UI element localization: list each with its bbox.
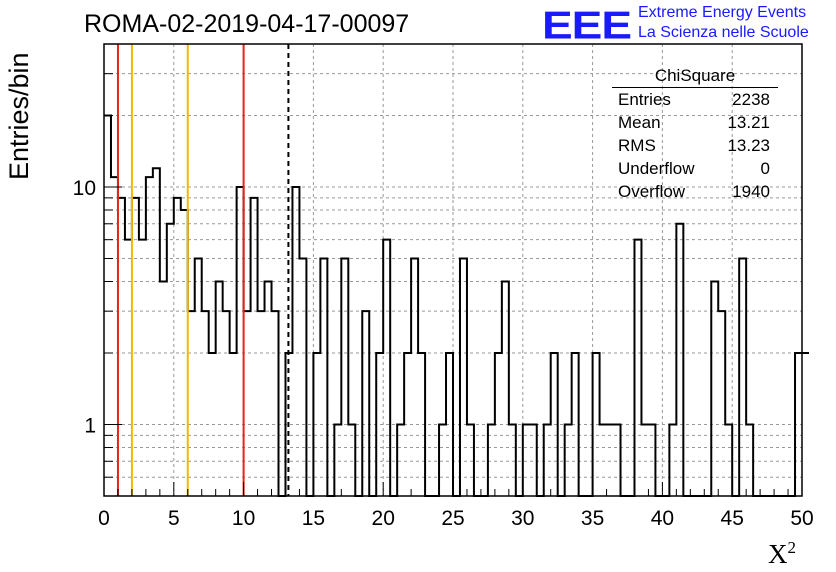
histogram-bin <box>383 240 390 496</box>
histogram-bin <box>251 198 258 496</box>
x-tick-label: 45 <box>721 507 744 530</box>
x-tick-label: 10 <box>232 507 255 530</box>
eee-logo: EEE <box>542 2 632 48</box>
stats-row-entries: Entries 2238 <box>612 88 778 111</box>
stats-value: 13.23 <box>727 136 770 155</box>
histogram-bin <box>111 177 118 496</box>
histogram-bin <box>223 311 230 496</box>
histogram-bin <box>502 282 509 496</box>
stats-label: Overflow <box>618 182 686 201</box>
histogram-bin <box>216 282 223 496</box>
histogram-outline <box>104 114 809 497</box>
histogram-bin <box>139 240 146 496</box>
histogram-bin <box>711 282 718 496</box>
stats-title: ChiSquare <box>612 66 778 88</box>
histogram-bin <box>195 258 202 496</box>
histogram-bin <box>362 311 369 496</box>
histogram-bin <box>237 187 244 496</box>
histogram-bin <box>174 198 181 496</box>
x-tick-label: 40 <box>651 507 674 530</box>
histogram-bin <box>676 224 683 496</box>
stats-value: 0 <box>760 159 770 178</box>
x-tick-label: 5 <box>168 507 180 530</box>
logo-line-1: Extreme Energy Events <box>638 4 807 21</box>
x-tick-label: 15 <box>302 507 325 530</box>
stats-box: ChiSquare Entries 2238 Mean 13.21 RMS 13.23 Un… <box>612 66 778 203</box>
x-tick-label: 30 <box>511 507 534 530</box>
x-tick-label: 25 <box>441 507 464 530</box>
x-tick-label: 0 <box>98 507 110 530</box>
histogram-bin <box>299 258 306 496</box>
x-tick-label: 50 <box>790 507 813 530</box>
stats-row-mean: Mean 13.21 <box>612 111 778 134</box>
histogram-bin <box>104 115 111 496</box>
histogram-bin <box>341 258 348 496</box>
chart-title: ROMA-02-2019-04-17-00097 <box>84 10 410 38</box>
histogram-bin <box>125 240 132 496</box>
histogram-bin <box>258 311 265 496</box>
histogram-bin <box>132 198 139 496</box>
histogram-bin <box>153 168 160 496</box>
stats-label: RMS <box>618 136 656 155</box>
x-axis-label-superscript: 2 <box>787 538 797 557</box>
histogram-bin <box>460 258 467 496</box>
histogram-bin <box>292 187 299 496</box>
stats-label: Underflow <box>618 159 695 178</box>
stats-row-overflow: Overflow 1940 <box>612 180 778 203</box>
x-tick-label: 20 <box>372 507 395 530</box>
histogram-bin <box>411 258 418 496</box>
histogram-bin <box>202 311 209 496</box>
y-tick-label: 10 <box>73 177 96 200</box>
stats-value: 13.21 <box>727 113 770 132</box>
histogram-bin <box>320 258 327 496</box>
x-axis-label-text: X <box>768 539 788 569</box>
stats-value: 2238 <box>732 90 770 109</box>
histogram-bin <box>739 258 746 496</box>
stats-row-underflow: Underflow 0 <box>612 157 778 180</box>
stats-row-rms: RMS 13.23 <box>612 134 778 157</box>
histogram-bin <box>634 240 641 496</box>
x-axis-label: X2 <box>768 538 796 570</box>
stats-value: 1940 <box>732 182 770 201</box>
histogram-bin <box>167 224 174 496</box>
histogram-bin <box>118 198 125 496</box>
histogram-bin <box>146 177 153 496</box>
stats-label: Entries <box>618 90 671 109</box>
histogram-bin <box>188 311 195 496</box>
histogram-bin <box>244 311 251 496</box>
histogram-bin <box>265 282 272 496</box>
y-tick-label: 1 <box>84 415 96 438</box>
x-tick-label: 35 <box>581 507 604 530</box>
histogram-bin <box>718 311 725 496</box>
histogram-bin <box>272 311 279 496</box>
histogram-bin <box>802 353 809 496</box>
stats-label: Mean <box>618 113 661 132</box>
histogram-bin <box>160 282 167 496</box>
logo-line-2: La Scienza nelle Scuole <box>638 24 809 41</box>
